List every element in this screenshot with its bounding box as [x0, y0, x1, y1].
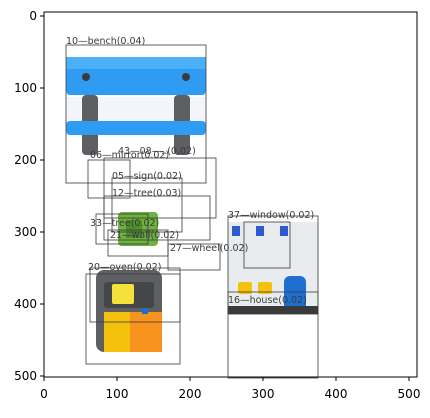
detection-box [85, 273, 181, 365]
detection-label: 06—mirror(0.02) [90, 150, 169, 161]
detection-label: 20—oven(0.02) [88, 262, 161, 273]
kiosk-image [96, 270, 162, 352]
detection-box [227, 291, 319, 379]
detection-box [95, 213, 149, 245]
detection-label: 33—tree(0.02) [90, 218, 159, 229]
detection-label: 21—wall(0.02) [110, 230, 179, 241]
y-axis: 0 100 200 300 400 500 [14, 9, 44, 383]
detection-box [103, 195, 211, 241]
detection-box [227, 215, 319, 315]
y-tick-label: 400 [14, 297, 37, 311]
x-tick-label: 300 [252, 387, 275, 401]
x-tick-label: 200 [179, 387, 202, 401]
detection-label: 27—wheel(0.02) [170, 243, 248, 254]
detection-box [65, 44, 207, 184]
y-tick-label: 100 [14, 81, 37, 95]
y-tick-label: 0 [29, 9, 37, 23]
y-tick-label: 300 [14, 225, 37, 239]
detection-label: 10—bench(0.04) [66, 36, 145, 47]
detection-box [111, 177, 183, 233]
y-tick-label: 500 [14, 369, 37, 383]
detection-label: 43—08—..(0.02) [118, 146, 196, 157]
detection-box [167, 243, 221, 271]
detection-label: 05—sign(0.02) [112, 171, 182, 182]
x-tick-label: 500 [398, 387, 421, 401]
y-tick-label: 200 [14, 153, 37, 167]
detection-box [107, 229, 169, 257]
x-tick-label: 0 [40, 387, 48, 401]
detection-label: 12—tree(0.03) [112, 188, 181, 199]
detection-boxes [65, 44, 319, 379]
detection-box [243, 221, 291, 269]
x-tick-label: 400 [325, 387, 348, 401]
detection-box [103, 157, 217, 219]
bench-image [66, 57, 206, 155]
detection-label: 37—window(0.02) [228, 210, 314, 221]
x-tick-label: 100 [106, 387, 129, 401]
x-axis: 0 100 200 300 400 500 [40, 377, 420, 401]
detection-box [87, 159, 131, 199]
detection-label: 16—house(0.02) [228, 295, 307, 306]
detection-labels: 10—bench(0.04) 06—mirror(0.02) 43—08—..(… [66, 36, 314, 306]
